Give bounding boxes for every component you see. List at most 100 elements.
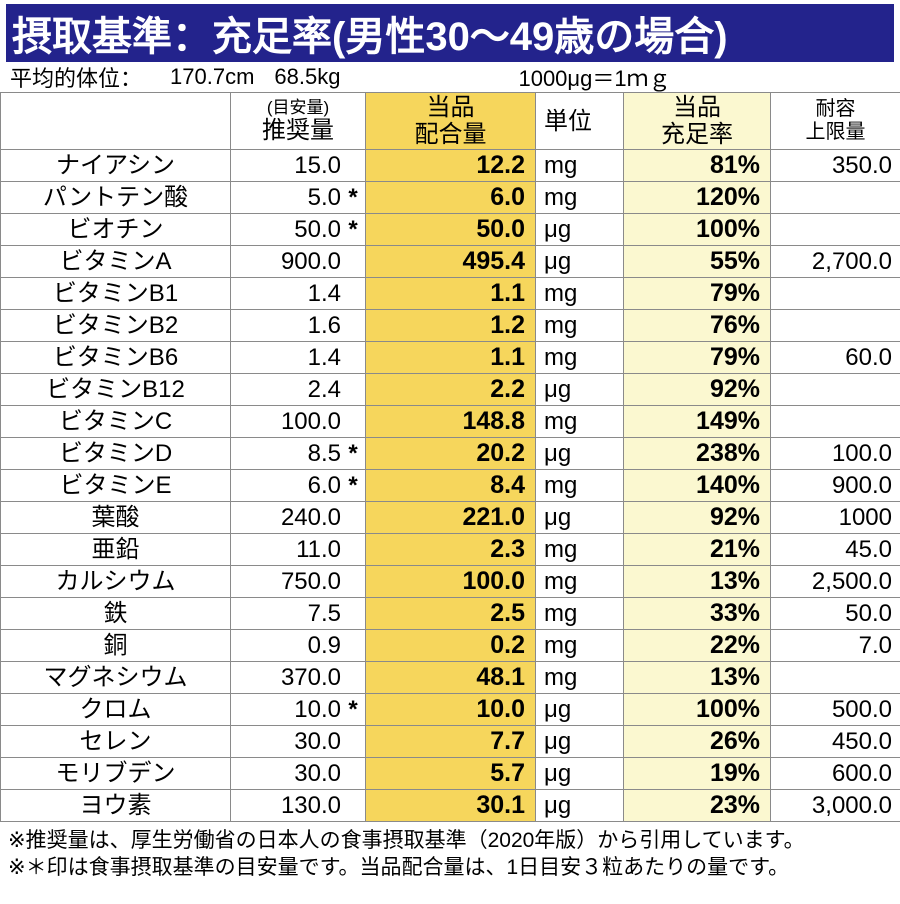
header-upper-limit-line2: 上限量 xyxy=(771,121,900,144)
weight-value: 68.5kg xyxy=(274,64,340,90)
product-amount-value: 12.2 xyxy=(366,150,536,182)
product-amount-value: 2.2 xyxy=(366,374,536,406)
nutrient-name: 葉酸 xyxy=(1,502,231,534)
recommended-value: 15.0 xyxy=(231,150,366,182)
sufficiency-rate-value: 81% xyxy=(624,150,771,182)
upper-limit-value: 60.0 xyxy=(771,342,900,374)
sufficiency-rate-value: 21% xyxy=(624,534,771,566)
nutrient-name: ビタミンB6 xyxy=(1,342,231,374)
title-bar: 摂取基準：充足率(男性30～49歳の場合) xyxy=(6,4,894,62)
nutrient-name: ビタミンB2 xyxy=(1,310,231,342)
table-row: パントテン酸 5.0* 6.0 mg 120% xyxy=(1,182,900,214)
unit-value: μg xyxy=(536,502,624,534)
recommended-value: 750.0 xyxy=(231,566,366,598)
sufficiency-rate-value: 19% xyxy=(624,758,771,790)
sufficiency-rate-value: 140% xyxy=(624,470,771,502)
table-row: ナイアシン 15.0 12.2 mg 81% 350.0 xyxy=(1,150,900,182)
table-row: クロム 10.0* 10.0 μg 100% 500.0 xyxy=(1,694,900,726)
unit-value: μg xyxy=(536,438,624,470)
upper-limit-value xyxy=(771,278,900,310)
upper-limit-value: 3,000.0 xyxy=(771,790,900,822)
nutrient-name: ビタミンE xyxy=(1,470,231,502)
recommended-number: 6.0 xyxy=(308,472,341,499)
nutrient-name: カルシウム xyxy=(1,566,231,598)
upper-limit-value: 7.0 xyxy=(771,630,900,662)
product-amount-value: 1.1 xyxy=(366,278,536,310)
product-amount-value: 221.0 xyxy=(366,502,536,534)
recommended-number: 30.0 xyxy=(294,728,341,755)
product-amount-value: 2.3 xyxy=(366,534,536,566)
table-row: ヨウ素 130.0 30.1 μg 23% 3,000.0 xyxy=(1,790,900,822)
unit-value: μg xyxy=(536,374,624,406)
recommended-value: 30.0 xyxy=(231,726,366,758)
sufficiency-rate-value: 13% xyxy=(624,566,771,598)
sufficiency-rate-value: 120% xyxy=(624,182,771,214)
unit-value: μg xyxy=(536,758,624,790)
table-row: 亜鉛 11.0 2.3 mg 21% 45.0 xyxy=(1,534,900,566)
upper-limit-value xyxy=(771,182,900,214)
unit-value: μg xyxy=(536,246,624,278)
recommended-number: 240.0 xyxy=(281,504,341,531)
product-amount-value: 6.0 xyxy=(366,182,536,214)
table-row: ビタミンB1 1.4 1.1 mg 79% xyxy=(1,278,900,310)
product-amount-value: 10.0 xyxy=(366,694,536,726)
recommended-number: 130.0 xyxy=(281,792,341,819)
table-row: 葉酸 240.0 221.0 μg 92% 1000 xyxy=(1,502,900,534)
nutrient-name: マグネシウム xyxy=(1,662,231,694)
unit-value: mg xyxy=(536,534,624,566)
unit-value: mg xyxy=(536,566,624,598)
table-row: ビタミンA 900.0 495.4 μg 55% 2,700.0 xyxy=(1,246,900,278)
upper-limit-value xyxy=(771,214,900,246)
upper-limit-value: 2,700.0 xyxy=(771,246,900,278)
sufficiency-rate-value: 23% xyxy=(624,790,771,822)
recommended-value: 130.0 xyxy=(231,790,366,822)
recommended-number: 370.0 xyxy=(281,664,341,691)
recommended-number: 1.4 xyxy=(308,280,341,307)
upper-limit-value: 50.0 xyxy=(771,598,900,630)
recommended-number: 1.6 xyxy=(308,312,341,339)
recommended-value: 1.4 xyxy=(231,278,366,310)
product-amount-value: 8.4 xyxy=(366,470,536,502)
unit-value: μg xyxy=(536,726,624,758)
recommended-value: 7.5 xyxy=(231,598,366,630)
table-row: モリブデン 30.0 5.7 μg 19% 600.0 xyxy=(1,758,900,790)
recommended-value: 50.0* xyxy=(231,214,366,246)
table-header-row: (目安量) 推奨量 当品 配合量 単位 当品 充足率 耐容 上限量 xyxy=(1,93,900,150)
upper-limit-value: 1000 xyxy=(771,502,900,534)
recommended-number: 30.0 xyxy=(294,760,341,787)
unit-value: mg xyxy=(536,598,624,630)
sufficiency-rate-value: 26% xyxy=(624,726,771,758)
nutrient-name: 亜鉛 xyxy=(1,534,231,566)
nutrient-name: ナイアシン xyxy=(1,150,231,182)
sufficiency-rate-value: 79% xyxy=(624,342,771,374)
header-sufficiency-rate-line1: 当品 xyxy=(624,94,770,121)
sufficiency-rate-value: 149% xyxy=(624,406,771,438)
nutrient-name: ビタミンB12 xyxy=(1,374,231,406)
upper-limit-value: 350.0 xyxy=(771,150,900,182)
recommended-value: 30.0 xyxy=(231,758,366,790)
unit-value: mg xyxy=(536,150,624,182)
unit-value: μg xyxy=(536,790,624,822)
nutrient-name: ビタミンA xyxy=(1,246,231,278)
header-product-amount-line2: 配合量 xyxy=(366,121,535,148)
table-row: セレン 30.0 7.7 μg 26% 450.0 xyxy=(1,726,900,758)
table-row: ビタミンC 100.0 148.8 mg 149% xyxy=(1,406,900,438)
unit-conversion-note: 1000μg＝1ｍｇ xyxy=(518,61,670,93)
header-upper-limit: 耐容 上限量 xyxy=(771,93,900,150)
sufficiency-rate-value: 76% xyxy=(624,310,771,342)
header-sufficiency-rate: 当品 充足率 xyxy=(624,93,771,150)
nutrient-name: ビオチン xyxy=(1,214,231,246)
table-row: ビタミンD 8.5* 20.2 μg 238% 100.0 xyxy=(1,438,900,470)
header-upper-limit-line1: 耐容 xyxy=(771,98,900,121)
recommended-number: 50.0 xyxy=(294,216,341,243)
upper-limit-value: 500.0 xyxy=(771,694,900,726)
nutrient-name: 銅 xyxy=(1,630,231,662)
unit-value: mg xyxy=(536,406,624,438)
upper-limit-value xyxy=(771,310,900,342)
recommended-number: 100.0 xyxy=(281,408,341,435)
header-nutrient-blank xyxy=(1,93,231,150)
table-row: ビタミンE 6.0* 8.4 mg 140% 900.0 xyxy=(1,470,900,502)
recommended-number: 900.0 xyxy=(281,248,341,275)
recommended-value: 1.6 xyxy=(231,310,366,342)
product-amount-value: 0.2 xyxy=(366,630,536,662)
